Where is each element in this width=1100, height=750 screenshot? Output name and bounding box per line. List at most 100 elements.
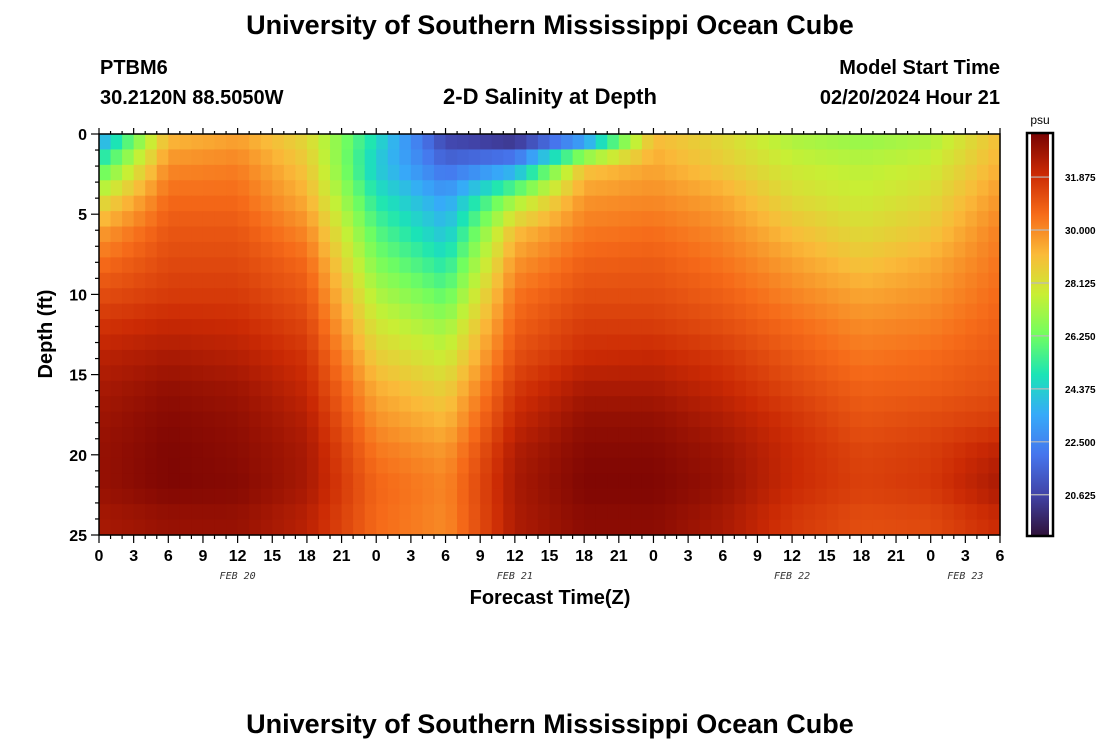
heatmap-cell [260,411,273,428]
heatmap-cell [607,365,620,382]
heatmap-cell [99,241,112,258]
colorbar-segment [1031,529,1049,531]
heatmap-cell [572,396,585,413]
heatmap-cell [653,519,666,536]
heatmap-cell [803,488,816,505]
colorbar-segment [1031,467,1049,469]
heatmap-cell [942,288,955,305]
heatmap-cell [768,334,782,351]
heatmap-cell [815,396,828,413]
heatmap-cell [364,211,377,228]
heatmap-cell [179,519,193,536]
heatmap-cell [965,427,978,444]
heatmap-cell [838,272,851,289]
heatmap-cell [214,411,227,428]
colorbar-segment [1031,410,1049,412]
heatmap-cell [919,504,932,521]
colorbar-segment [1031,134,1049,136]
heatmap-cell [953,241,966,258]
heatmap-cell [237,241,250,258]
heatmap-cell [953,303,966,320]
heatmap-cell [572,272,585,289]
heatmap-cell [618,365,631,382]
heatmap-cell [133,334,146,351]
heatmap-cell [722,319,735,336]
colorbar-segment [1031,152,1049,154]
heatmap-cell [815,519,828,536]
heatmap-cell [422,411,435,428]
heatmap-cell [734,180,747,197]
heatmap-cell [122,195,135,212]
colorbar-segment [1031,198,1049,200]
colorbar-segment [1031,273,1049,275]
heatmap-cell [491,427,504,444]
heatmap-cell [330,334,343,351]
heatmap-cell [364,303,377,320]
heatmap-cell [872,241,886,258]
heatmap-cell [838,180,851,197]
heatmap-cell [202,473,216,490]
heatmap-cell [699,134,712,151]
heatmap-cell [861,303,874,320]
heatmap-cell [676,272,689,289]
colorbar-segment [1031,290,1049,292]
heatmap-cell [768,473,782,490]
heatmap-cell [976,519,990,536]
heatmap-cell [849,241,862,258]
colorbar-segment [1031,189,1049,191]
heatmap-cell [318,319,331,336]
colorbar-segment [1031,205,1049,207]
heatmap-cell [364,442,377,459]
heatmap-cell [410,195,424,212]
heatmap-cell [468,519,481,536]
heatmap-cell [641,519,655,536]
colorbar-segment [1031,262,1049,264]
colorbar-segment [1031,141,1049,143]
heatmap-cell [364,473,377,490]
heatmap-cell [353,504,366,521]
heatmap-cell [838,226,851,243]
heatmap-cell [826,303,839,320]
heatmap-cell [942,504,955,521]
heatmap-cell [665,442,678,459]
heatmap-cell [133,195,146,212]
heatmap-cell [353,427,366,444]
colorbar-segment [1031,248,1049,250]
heatmap-cell [907,396,920,413]
heatmap-cell [676,211,689,228]
heatmap-cell [976,457,990,474]
colorbar-segment [1031,487,1049,489]
heatmap-cell [422,164,435,181]
heatmap-cell [618,488,631,505]
heatmap-cell [422,195,435,212]
heatmap-cell [942,195,955,212]
heatmap-cell [953,396,966,413]
heatmap-cell [907,427,920,444]
heatmap-cell [676,288,689,305]
heatmap-cell [491,349,504,366]
heatmap-cell [907,226,920,243]
heatmap-cell [168,411,181,428]
x-tick-label: 0 [372,548,381,565]
colorbar-segment [1031,507,1049,509]
colorbar-segment [1031,225,1049,227]
heatmap-cell [399,164,412,181]
heatmap-cell [676,427,689,444]
colorbar-tick-label: 28.125 [1065,279,1096,290]
heatmap-cell [399,488,412,505]
colorbar-segment [1031,492,1049,494]
heatmap-cell [861,241,874,258]
heatmap-cell [376,211,389,228]
heatmap-cell [665,457,678,474]
heatmap-cell [410,427,424,444]
heatmap-cell [884,226,897,243]
colorbar-segment [1031,511,1049,513]
heatmap-cell [919,241,932,258]
heatmap-cell [561,457,574,474]
colorbar-segment [1031,223,1049,225]
heatmap-cell [295,473,308,490]
heatmap-cell [953,195,966,212]
colorbar-segment [1031,202,1049,204]
colorbar-segment [1031,451,1049,453]
heatmap-cell [330,349,343,366]
